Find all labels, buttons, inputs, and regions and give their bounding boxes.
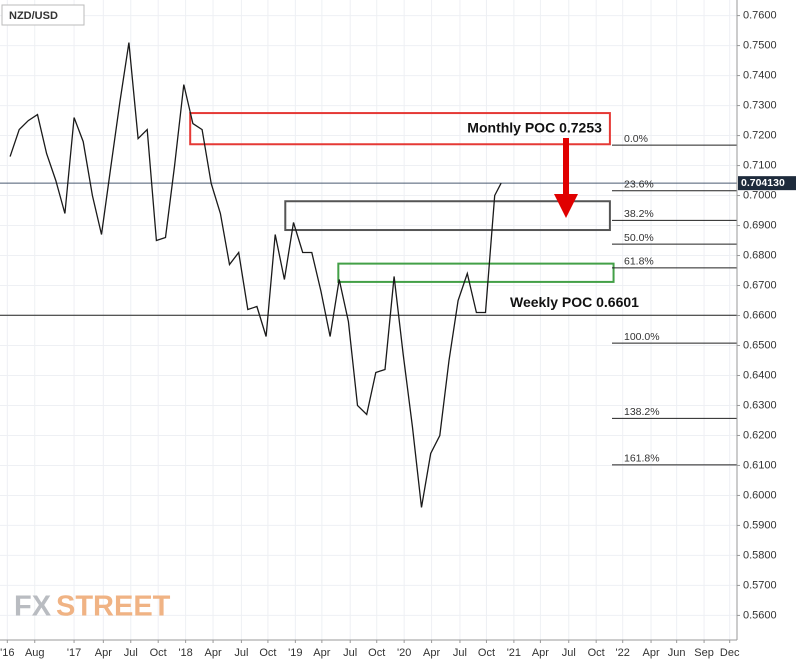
y-tick-label: 0.7300 — [743, 99, 777, 111]
current-price-label: 0.704130 — [741, 177, 785, 189]
zone — [189, 112, 611, 146]
x-tick-label: Jul — [453, 647, 467, 659]
y-tick-label: 0.6000 — [743, 489, 777, 501]
x-tick-label: Oct — [588, 647, 605, 659]
logo-street: STREET — [56, 591, 171, 623]
fib-label: 50.0% — [624, 232, 654, 244]
zone — [284, 200, 611, 232]
zone — [337, 262, 615, 283]
weekly-poc-label: Weekly POC 0.6601 — [510, 294, 639, 310]
x-tick-label: '16 — [0, 647, 14, 659]
x-tick-label: Oct — [150, 647, 167, 659]
x-tick-label: Jul — [124, 647, 138, 659]
price-line — [9, 42, 502, 508]
x-tick-label: Apr — [532, 647, 549, 659]
x-tick-label: '18 — [178, 647, 192, 659]
x-tick-label: Jul — [343, 647, 357, 659]
y-tick-label: 0.6100 — [743, 459, 777, 471]
x-tick-label: Apr — [204, 647, 221, 659]
symbol: NZD/USD — [9, 10, 58, 22]
y-tick-label: 0.7100 — [743, 159, 777, 171]
x-tick-label: Jul — [562, 647, 576, 659]
y-tick-label: 0.7400 — [743, 69, 777, 81]
x-tick-label: '17 — [67, 647, 81, 659]
x-tick-label: Oct — [368, 647, 385, 659]
y-tick-label: 0.5800 — [743, 549, 777, 561]
y-tick-label: 0.6700 — [743, 279, 777, 291]
monthly-poc-label: Monthly POC 0.7253 — [467, 119, 602, 135]
fib-label: 161.8% — [624, 453, 660, 465]
x-tick-label: Oct — [478, 647, 495, 659]
x-tick-label: '21 — [507, 647, 521, 659]
x-tick-label: '19 — [288, 647, 302, 659]
y-tick-label: 0.6400 — [743, 369, 777, 381]
logo-fx: FX — [14, 591, 52, 623]
fib-label: 138.2% — [624, 406, 660, 418]
x-tick-label: Sep — [694, 647, 714, 659]
x-tick-label: Jul — [234, 647, 248, 659]
x-tick-label: Apr — [423, 647, 440, 659]
x-tick-label: Apr — [313, 647, 330, 659]
fib-label: 61.8% — [624, 256, 654, 268]
y-tick-label: 0.7000 — [743, 189, 777, 201]
y-tick-label: 0.5900 — [743, 519, 777, 531]
y-tick-label: 0.5700 — [743, 579, 777, 591]
current-price-box — [738, 176, 796, 191]
x-tick-label: Apr — [642, 647, 659, 659]
y-tick-label: 0.6300 — [743, 399, 777, 411]
x-tick-label: Dec — [720, 647, 740, 659]
fib-label: 100.0% — [624, 331, 660, 343]
y-tick-label: 0.6200 — [743, 429, 777, 441]
y-tick-label: 0.6500 — [743, 339, 777, 351]
y-tick-label: 0.7200 — [743, 129, 777, 141]
x-tick-label: '20 — [397, 647, 411, 659]
x-tick-label: Aug — [25, 647, 45, 659]
fib-label: 38.2% — [624, 208, 654, 220]
x-tick-label: Jun — [668, 647, 686, 659]
y-tick-label: 0.6600 — [743, 309, 777, 321]
x-tick-label: Apr — [95, 647, 112, 659]
x-tick-label: '22 — [616, 647, 630, 659]
y-tick-label: 0.7600 — [743, 10, 777, 22]
fib-label: 23.6% — [624, 179, 654, 191]
y-tick-label: 0.7500 — [743, 39, 777, 51]
x-tick-label: Oct — [259, 647, 276, 659]
y-tick-label: 0.6800 — [743, 249, 777, 261]
fib-label: 0.0% — [624, 133, 648, 145]
y-tick-label: 0.5600 — [743, 609, 777, 621]
y-tick-label: 0.6900 — [743, 219, 777, 231]
symbol-box — [1, 4, 85, 26]
